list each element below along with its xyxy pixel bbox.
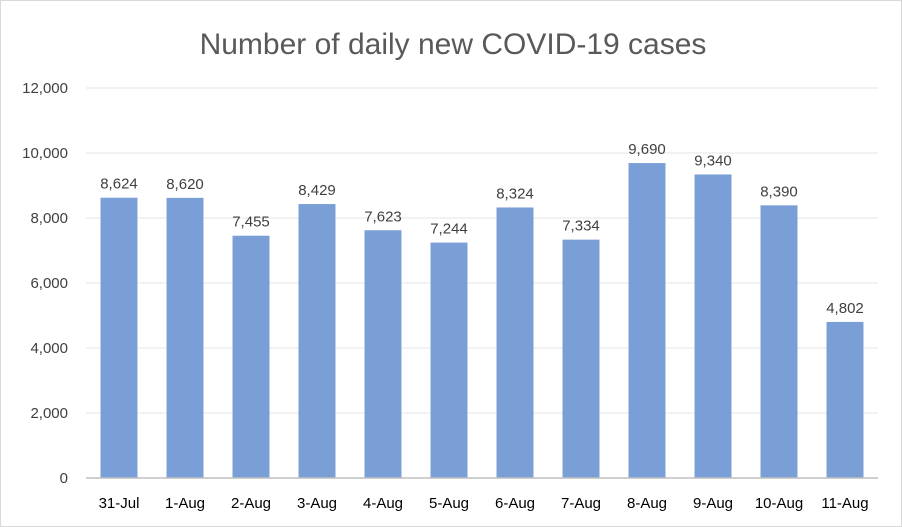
bar (298, 204, 336, 478)
x-tick-label: 6-Aug (495, 495, 535, 512)
data-label: 8,390 (760, 183, 798, 200)
data-label: 7,334 (562, 218, 600, 235)
bar (100, 197, 138, 478)
bars (100, 163, 864, 478)
y-tick-label: 2,000 (30, 405, 68, 422)
data-label: 8,620 (166, 176, 204, 193)
y-tick-label: 6,000 (30, 275, 68, 292)
data-label: 9,690 (628, 141, 666, 158)
data-labels: 8,624 8,620 7,455 8,429 7,623 7,244 8,324 7,334… (100, 141, 864, 317)
data-label: 4,802 (826, 300, 864, 317)
data-label: 7,244 (430, 221, 468, 238)
chart-title: Number of daily new COVID-19 cases (200, 28, 707, 61)
x-tick-label: 11-Aug (821, 495, 868, 512)
x-tick-label: 31-Jul (99, 495, 140, 512)
y-tick-label: 4,000 (30, 340, 68, 357)
bar (826, 321, 864, 478)
data-label: 8,429 (298, 182, 336, 199)
bar (496, 207, 534, 478)
gridlines (86, 87, 878, 414)
data-label: 7,623 (364, 208, 402, 225)
bar (694, 174, 732, 478)
x-axis-categories: 31-Jul 1-Aug 2-Aug 3-Aug 4-Aug 5-Aug 6-Aug 7-Au… (99, 495, 869, 512)
data-label: 9,340 (694, 152, 732, 169)
data-label: 8,624 (100, 176, 138, 193)
y-tick-label: 12,000 (22, 80, 68, 97)
x-tick-label: 3-Aug (297, 495, 337, 512)
x-tick-label: 9-Aug (693, 495, 733, 512)
bar (364, 230, 402, 478)
bar (562, 239, 600, 478)
y-tick-label: 10,000 (22, 145, 68, 162)
bar (760, 205, 798, 478)
x-tick-label: 4-Aug (363, 495, 403, 512)
y-axis-ticks: 0 2,000 4,000 6,000 8,000 10,000 12,000 (22, 80, 68, 487)
data-label: 8,324 (496, 185, 534, 202)
bar (628, 163, 666, 478)
x-tick-label: 10-Aug (755, 495, 803, 512)
bar (232, 235, 270, 478)
x-tick-label: 2-Aug (231, 495, 271, 512)
bar (166, 197, 204, 478)
bar (430, 242, 468, 478)
x-tick-label: 1-Aug (165, 495, 205, 512)
y-tick-label: 8,000 (30, 210, 68, 227)
x-tick-label: 5-Aug (429, 495, 469, 512)
x-tick-label: 8-Aug (627, 495, 667, 512)
x-tick-label: 7-Aug (561, 495, 601, 512)
y-tick-label: 0 (60, 470, 68, 487)
data-label: 7,455 (232, 214, 270, 231)
